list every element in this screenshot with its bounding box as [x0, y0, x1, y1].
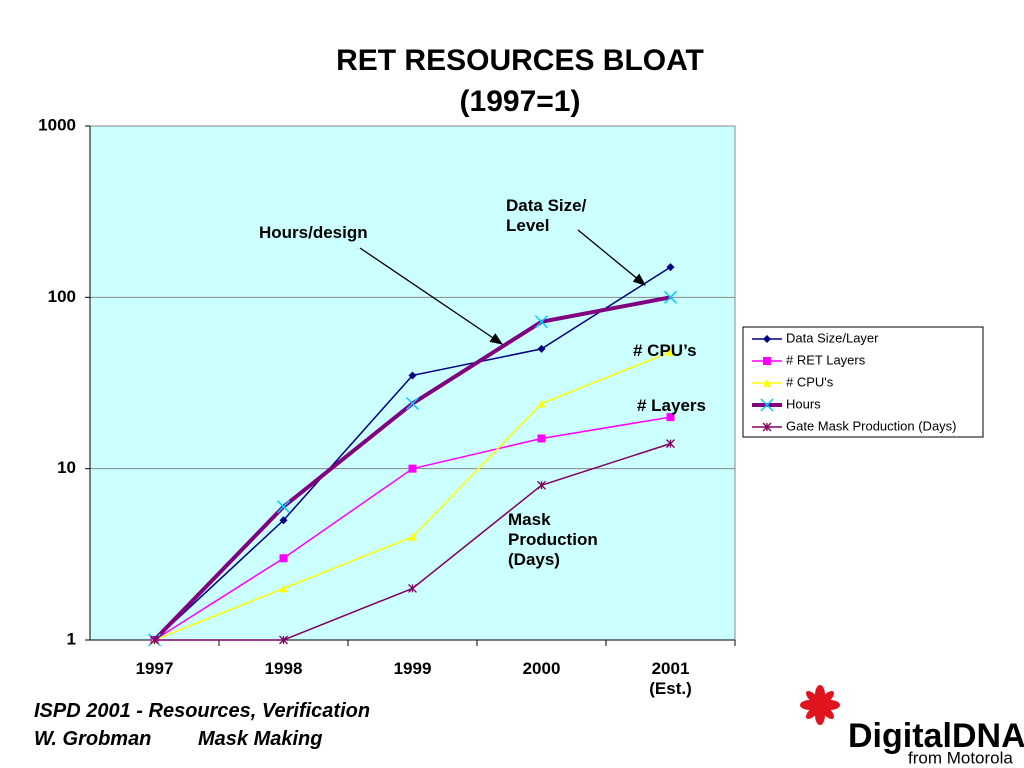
marker	[760, 398, 774, 412]
annotation: Data Size/ Level	[506, 196, 587, 235]
footer-text: ISPD 2001 - Resources, Verification	[34, 700, 371, 722]
arrow	[577, 229, 647, 286]
marker	[666, 413, 675, 422]
marker	[763, 379, 771, 387]
annotation: # Layers	[637, 396, 706, 415]
x-tick-label: 2001 (Est.)	[649, 659, 692, 698]
logo-brand: Digital	[848, 717, 952, 755]
marker	[666, 439, 675, 449]
x-tick-label: 1999	[393, 659, 432, 678]
legend	[742, 326, 984, 438]
marker	[534, 315, 549, 329]
marker	[279, 635, 288, 645]
plot-area	[89, 125, 736, 641]
footer-author: W. Grobman	[34, 728, 152, 750]
chart-subtitle: (1997=1)	[460, 85, 581, 118]
marker	[408, 464, 417, 473]
x-tick-label: 2000	[522, 659, 561, 678]
legend-label: # CPU's	[786, 374, 834, 389]
legend-label: # RET Layers	[786, 352, 866, 367]
annotation: # CPU’s	[633, 341, 697, 360]
marker	[537, 480, 546, 490]
marker	[537, 344, 546, 353]
y-tick-label: 1	[67, 629, 76, 648]
legend-label: Gate Mask Production (Days)	[786, 418, 957, 433]
marker	[279, 584, 288, 593]
marker	[408, 532, 417, 541]
marker	[537, 399, 546, 408]
logo-tagline: from Motorola	[908, 748, 1013, 767]
chart-title: RET RESOURCES BLOAT	[336, 44, 704, 77]
arrow	[359, 247, 504, 345]
logo-mark	[800, 685, 840, 725]
y-tick-label: 100	[48, 287, 76, 306]
marker	[279, 516, 288, 525]
annotation: Mask Production (Days)	[508, 510, 598, 569]
marker	[276, 500, 291, 514]
logo-brand2: DNA	[952, 717, 1024, 755]
marker	[666, 347, 675, 356]
marker	[408, 583, 417, 593]
legend-label: Hours	[786, 396, 821, 411]
marker	[537, 434, 546, 443]
x-tick-label: 1997	[135, 659, 174, 678]
marker	[762, 422, 772, 432]
y-tick-label: 1000	[38, 115, 76, 134]
x-tick-label: 1998	[264, 659, 303, 678]
marker	[408, 371, 417, 380]
legend-label: Data Size/Layer	[786, 330, 879, 345]
annotation: Hours/design	[259, 223, 368, 242]
footer-topic: Mask Making	[198, 728, 323, 750]
marker	[405, 396, 420, 411]
marker	[763, 357, 771, 365]
marker	[666, 263, 675, 272]
marker	[279, 554, 288, 563]
marker	[150, 635, 159, 645]
y-tick-label: 10	[57, 458, 76, 477]
marker	[663, 290, 678, 304]
marker	[763, 335, 771, 343]
